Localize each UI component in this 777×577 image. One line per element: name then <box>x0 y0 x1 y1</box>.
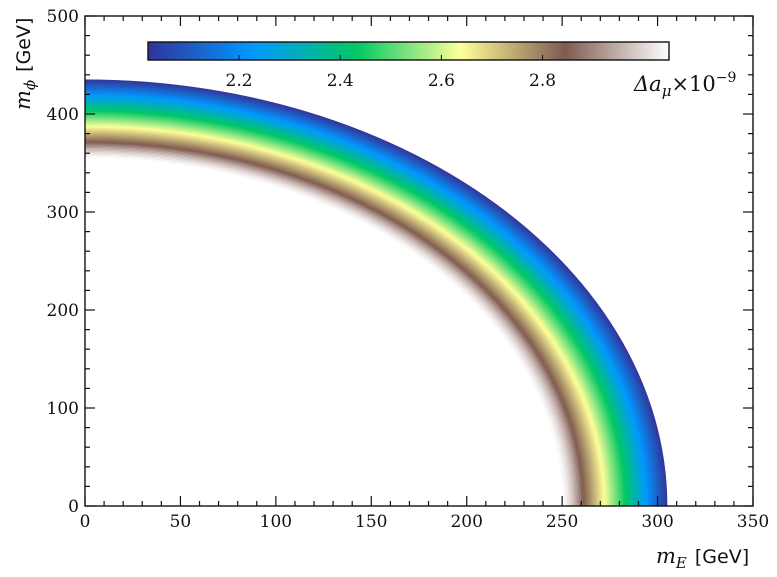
x-tick-labels: 0 50 100 150 200 250 300 350 <box>80 512 770 532</box>
band-ring <box>85 152 570 506</box>
x-tick-label: 100 <box>260 512 292 532</box>
colorbar-bar <box>147 41 670 61</box>
colorbar-tick-label: 2.6 <box>428 71 455 91</box>
x-axis-label: mE [GeV] <box>656 544 749 572</box>
colorbar-tick-label: 2.4 <box>327 71 354 91</box>
y-tick-label: 0 <box>68 497 79 517</box>
y-tick-label: 300 <box>47 203 79 223</box>
x-tick-label: 350 <box>737 512 769 532</box>
colorbar-label: Δaμ×10−9 <box>633 70 736 100</box>
y-tick-label: 100 <box>47 399 79 419</box>
band-ring <box>85 153 568 506</box>
data-band <box>85 79 668 506</box>
colorbar-ticks: 2.2 2.4 2.6 2.8 <box>226 55 556 91</box>
axis-ticks <box>84 15 754 507</box>
y-tick-label: 200 <box>47 301 79 321</box>
colorbar-tick-label: 2.8 <box>529 71 556 91</box>
y-tick-label: 500 <box>47 7 79 27</box>
y-axis-label: mϕ[GeV] <box>11 18 39 110</box>
x-tick-label: 150 <box>355 512 387 532</box>
x-tick-label: 250 <box>546 512 578 532</box>
x-tick-label: 200 <box>450 512 482 532</box>
band-ring <box>85 155 566 506</box>
y-tick-label: 400 <box>47 105 79 125</box>
x-tick-label: 300 <box>641 512 673 532</box>
colorbar: 2.2 2.4 2.6 2.8 Δaμ×10−9 <box>147 41 736 100</box>
x-tick-label: 50 <box>170 512 192 532</box>
plot-frame <box>84 15 754 507</box>
band-ring <box>85 151 572 506</box>
colorbar-tick-label: 2.2 <box>226 71 253 91</box>
y-tick-labels: 0 100 200 300 400 500 <box>47 7 79 517</box>
x-tick-label: 0 <box>80 512 91 532</box>
band-ring <box>85 156 565 506</box>
